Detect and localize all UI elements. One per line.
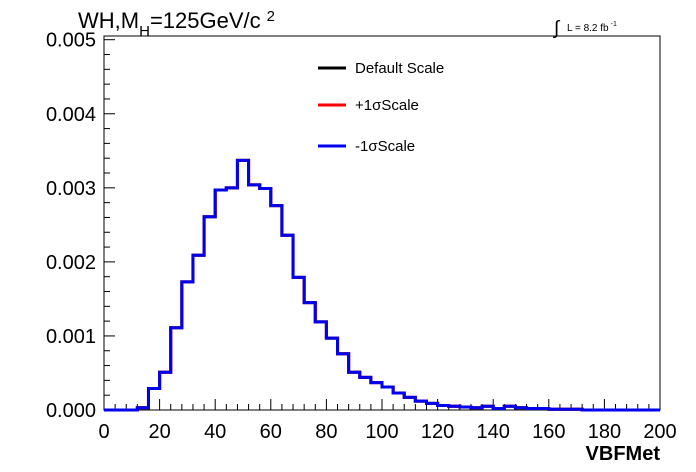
lumi-text: L = 8.2 fb (567, 23, 609, 34)
y-tick-label: 0.005 (46, 30, 96, 52)
y-tick-label: 0.000 (46, 400, 96, 422)
histogram-series-default (104, 158, 660, 412)
legend-label-minus: -1σScale (355, 138, 415, 155)
histogram-series-plus-1sigma (104, 158, 660, 412)
x-tick-label: 140 (477, 421, 510, 443)
x-tick-label: 120 (421, 421, 454, 443)
x-axis-title: VBFMet (586, 443, 661, 465)
title-subscript: H (139, 23, 150, 40)
x-tick-label: 40 (204, 421, 226, 443)
x-tick-label: 0 (98, 421, 109, 443)
histogram-series-minus-1sigma (104, 158, 660, 412)
y-tick-label: 0.004 (46, 104, 96, 126)
chart-title: WH,MH=125GeV/c 2 (78, 8, 275, 40)
plot-frame (103, 35, 661, 411)
legend-label-default: Default Scale (355, 60, 444, 77)
lumi-integral: ∫ (553, 18, 561, 39)
y-axis: 0.000 0.001 0.002 0.003 0.004 0.005 (46, 30, 115, 422)
lumi-label: L = 8.2 fb -1 (567, 21, 617, 34)
title-process: WH,M (78, 8, 139, 33)
y-tick-label: 0.003 (46, 178, 96, 200)
x-tick-label: 160 (532, 421, 565, 443)
x-tick-label: 80 (315, 421, 337, 443)
x-tick-label: 20 (148, 421, 170, 443)
y-tick-label: 0.002 (46, 252, 96, 274)
x-tick-label: 180 (588, 421, 621, 443)
title-superscript: 2 (267, 8, 275, 25)
series-layer (104, 158, 660, 412)
x-axis: 0 20 40 60 80 100 120 140 160 180 200 (98, 399, 677, 443)
x-tick-label: 60 (260, 421, 282, 443)
x-tick-label: 200 (643, 421, 676, 443)
y-tick-label: 0.001 (46, 326, 96, 348)
x-tick-label: 100 (365, 421, 398, 443)
legend-label-plus: +1σScale (355, 97, 419, 114)
legend: Default Scale +1σScale -1σScale (318, 60, 444, 155)
lumi-superscript: -1 (611, 21, 617, 28)
title-mass: =125GeV/c (150, 8, 261, 33)
